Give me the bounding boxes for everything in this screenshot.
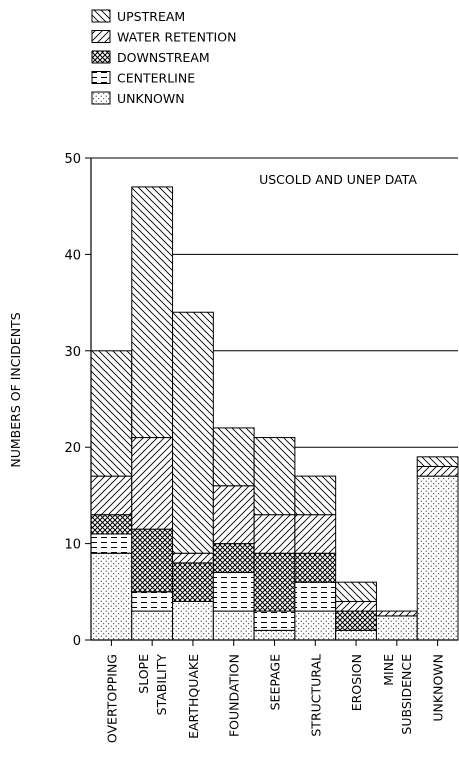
y-tick-label-20: 20 bbox=[64, 441, 81, 456]
bar-foundation-unknown bbox=[212, 610, 255, 641]
legend: UPSTREAM WATER RETENTION DOWNSTREAM CENTERL… bbox=[91, 9, 236, 106]
x-tick-label-foundation: FOUNDATION bbox=[227, 654, 242, 737]
bar-seepage-upstream bbox=[253, 437, 296, 516]
bar-structural-water-retention bbox=[294, 514, 337, 554]
bar-slope-stability-centerline bbox=[131, 591, 174, 612]
x-tick-label-seepage: SEEPAGE bbox=[268, 654, 283, 710]
x-tick-label-structural: STRUCTURAL bbox=[308, 654, 323, 737]
bar-structural-centerline bbox=[294, 581, 337, 612]
chart-annotation: USCOLD AND UNEP DATA bbox=[259, 172, 417, 187]
legend-swatch-upstream bbox=[91, 9, 111, 23]
legend-label-unknown: UNKNOWN bbox=[117, 91, 185, 106]
grid-lines bbox=[91, 157, 458, 448]
legend-label-centerline: CENTERLINE bbox=[117, 71, 195, 86]
bar-foundation-downstream bbox=[212, 543, 255, 574]
bar-erosion-water-retention bbox=[335, 600, 377, 612]
bar-earthquake-downstream bbox=[172, 562, 214, 602]
bar-erosion-downstream bbox=[335, 610, 377, 631]
bar-unknown-water-retention bbox=[416, 465, 459, 477]
legend-label-upstream: UPSTREAM bbox=[117, 9, 185, 24]
bar-earthquake-unknown bbox=[172, 600, 214, 641]
bar-seepage-downstream bbox=[253, 552, 296, 612]
x-tick-label-mine-subsidence-1: MINE bbox=[381, 654, 396, 686]
bar-erosion-unknown bbox=[335, 629, 377, 641]
x-tick-label-mine-subsidence-2: SUBSIDENCE bbox=[399, 654, 414, 735]
bar-slope-stability-unknown bbox=[131, 610, 174, 641]
bar-foundation-centerline bbox=[212, 572, 255, 612]
bar-seepage-centerline bbox=[253, 610, 296, 631]
x-tick-label-earthquake: EARTHQUAKE bbox=[186, 654, 201, 739]
bar-mine-subsidence-unknown bbox=[375, 615, 418, 641]
bar-foundation-upstream bbox=[212, 427, 255, 487]
bar-slope-stability-downstream bbox=[131, 528, 174, 593]
bar-overtopping-upstream bbox=[90, 350, 133, 477]
legend-swatch-unknown bbox=[91, 91, 111, 105]
bar-seepage-water-retention bbox=[253, 514, 296, 554]
y-tick-label-0: 0 bbox=[73, 634, 81, 649]
legend-swatch-downstream bbox=[91, 50, 111, 64]
bar-unknown-unknown bbox=[416, 475, 459, 641]
legend-label-water-retention: WATER RETENTION bbox=[117, 30, 236, 45]
legend-swatch-water-retention bbox=[91, 30, 111, 43]
bar-structural-downstream bbox=[294, 552, 337, 583]
y-tick-label-50: 50 bbox=[64, 152, 81, 167]
bars bbox=[90, 186, 459, 641]
legend-swatch-centerline bbox=[91, 71, 111, 84]
bar-structural-unknown bbox=[294, 610, 337, 641]
x-tick-label-erosion: EROSION bbox=[349, 654, 364, 711]
y-tick-label-10: 10 bbox=[64, 538, 81, 553]
legend-label-downstream: DOWNSTREAM bbox=[117, 50, 210, 65]
bar-mine-subsidence-water-retention bbox=[375, 610, 418, 617]
x-tick-label-unknown: UNKNOWN bbox=[431, 654, 446, 722]
x-tick-label-slope-stability-1: SLOPE bbox=[136, 654, 151, 694]
bar-overtopping-downstream bbox=[90, 514, 133, 535]
bar-foundation-water-retention bbox=[212, 485, 255, 545]
bar-overtopping-centerline bbox=[90, 533, 133, 554]
axes: 0 10 20 30 40 50 OVERTOPPING SLOPE STABILITY EART… bbox=[64, 152, 458, 743]
bar-slope-stability-upstream bbox=[131, 186, 174, 439]
bar-slope-stability-water-retention bbox=[131, 437, 174, 530]
y-axis-label: NUMBERS OF INCIDENTS bbox=[8, 312, 23, 467]
bar-erosion-upstream bbox=[335, 581, 377, 602]
y-tick-label-40: 40 bbox=[64, 248, 81, 263]
bar-seepage-unknown bbox=[253, 629, 296, 641]
x-tick-label-slope-stability-2: STABILITY bbox=[154, 654, 169, 716]
x-tick-label-overtopping: OVERTOPPING bbox=[104, 654, 119, 743]
bar-earthquake-water-retention bbox=[172, 552, 214, 564]
bar-structural-upstream bbox=[294, 475, 337, 516]
bar-earthquake-upstream bbox=[172, 311, 214, 554]
y-tick-label-30: 30 bbox=[64, 345, 81, 360]
bar-unknown-upstream bbox=[416, 456, 459, 467]
bar-overtopping-unknown bbox=[90, 552, 133, 641]
bar-overtopping-water-retention bbox=[90, 475, 133, 516]
